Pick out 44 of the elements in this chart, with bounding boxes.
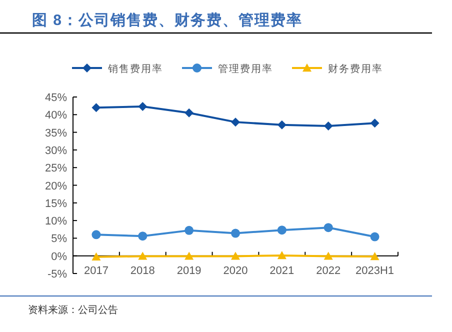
point [92, 103, 101, 112]
x-tick-label: 2018 [130, 264, 155, 277]
x-tick-label: 2020 [223, 264, 248, 277]
point [231, 252, 240, 260]
y-tick-label: 15% [44, 198, 68, 210]
point [277, 226, 286, 235]
point [324, 252, 333, 260]
y-tick-label: 30% [44, 144, 68, 157]
y-tick-label: 5% [51, 233, 68, 246]
y-tick-label: 40% [44, 110, 68, 122]
point [231, 118, 240, 127]
point [92, 252, 101, 261]
point [138, 232, 148, 241]
point [277, 120, 286, 130]
legend-label: 销售费用率 [107, 63, 163, 75]
point [370, 118, 380, 128]
point [138, 102, 148, 112]
point [184, 226, 194, 235]
point [138, 252, 148, 260]
point [277, 250, 286, 260]
x-tick-label: 2019 [176, 264, 202, 277]
y-tick-label: 25% [44, 162, 68, 175]
y-tick-label: 0% [51, 250, 68, 263]
x-tick-label: 2022 [316, 264, 341, 277]
y-tick-label: 10% [44, 216, 68, 228]
point [370, 252, 380, 260]
point [184, 252, 194, 260]
y-tick-label: -5% [47, 268, 68, 280]
point [324, 223, 333, 232]
y-tick-label: 35% [44, 127, 68, 140]
y-tick-label: 20% [44, 180, 68, 192]
point [324, 121, 333, 130]
x-tick-label: 2021 [270, 264, 294, 277]
point [92, 230, 101, 240]
x-tick-label: 2023H1 [356, 264, 394, 277]
point [231, 228, 240, 238]
legend-label: 管理费用率 [218, 63, 273, 75]
chart-title: 图 8：公司销售费、财务费、管理费率 [32, 11, 303, 29]
legend-label: 财务费用率 [328, 63, 383, 75]
y-tick-label: 45% [44, 92, 68, 104]
point [370, 232, 380, 242]
text: 资料来源：公司公告 [28, 304, 118, 316]
x-tick-label: 2017 [84, 264, 108, 277]
point [184, 108, 194, 118]
